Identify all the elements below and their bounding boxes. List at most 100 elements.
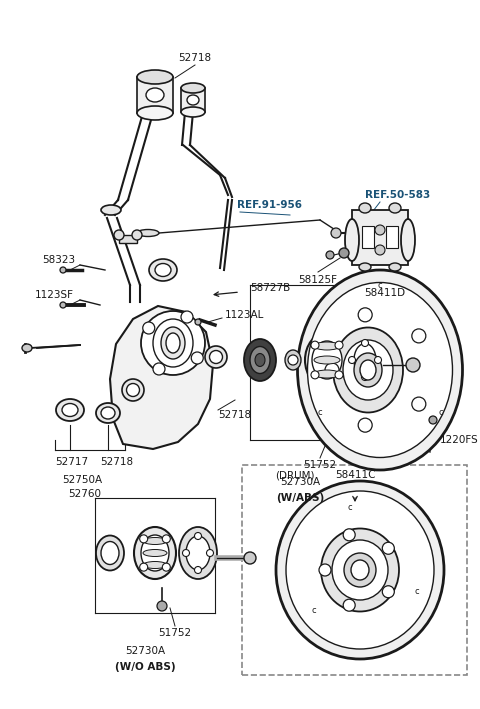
Ellipse shape bbox=[308, 282, 453, 457]
Ellipse shape bbox=[62, 403, 78, 416]
Circle shape bbox=[141, 311, 205, 375]
Ellipse shape bbox=[179, 527, 217, 579]
Ellipse shape bbox=[344, 553, 376, 587]
Circle shape bbox=[375, 245, 385, 255]
Text: 52760: 52760 bbox=[68, 489, 101, 499]
Text: REF.50-583: REF.50-583 bbox=[365, 190, 431, 200]
Circle shape bbox=[143, 322, 155, 334]
Ellipse shape bbox=[96, 535, 124, 571]
Bar bbox=[181, 88, 205, 112]
Ellipse shape bbox=[347, 335, 383, 385]
Circle shape bbox=[244, 552, 256, 564]
Ellipse shape bbox=[146, 88, 164, 102]
Text: (DRUM): (DRUM) bbox=[275, 470, 314, 480]
Text: c: c bbox=[347, 503, 352, 513]
Circle shape bbox=[429, 416, 437, 424]
Text: (W/O ABS): (W/O ABS) bbox=[115, 662, 175, 672]
Text: 58727B: 58727B bbox=[250, 283, 290, 293]
Circle shape bbox=[206, 549, 214, 557]
Ellipse shape bbox=[354, 353, 382, 387]
Text: c: c bbox=[163, 559, 168, 567]
Ellipse shape bbox=[181, 107, 205, 117]
Ellipse shape bbox=[359, 263, 371, 271]
Ellipse shape bbox=[134, 527, 176, 579]
Ellipse shape bbox=[244, 339, 276, 381]
Ellipse shape bbox=[333, 328, 403, 413]
Circle shape bbox=[319, 564, 331, 576]
Text: 58411C: 58411C bbox=[335, 470, 375, 480]
Text: REF.91-956: REF.91-956 bbox=[238, 200, 302, 210]
Circle shape bbox=[194, 532, 202, 540]
Text: c: c bbox=[312, 606, 316, 615]
Polygon shape bbox=[110, 306, 213, 449]
Circle shape bbox=[153, 363, 165, 375]
Text: 52717: 52717 bbox=[55, 457, 88, 467]
Ellipse shape bbox=[351, 560, 369, 580]
Ellipse shape bbox=[96, 403, 120, 423]
Ellipse shape bbox=[114, 230, 124, 240]
Circle shape bbox=[182, 549, 190, 557]
Ellipse shape bbox=[354, 343, 376, 376]
Circle shape bbox=[326, 251, 334, 259]
Ellipse shape bbox=[101, 205, 121, 215]
Text: 1220FS: 1220FS bbox=[440, 435, 479, 445]
Ellipse shape bbox=[343, 340, 393, 400]
Circle shape bbox=[288, 355, 298, 365]
Circle shape bbox=[361, 340, 369, 347]
Ellipse shape bbox=[127, 384, 140, 396]
Ellipse shape bbox=[143, 549, 167, 557]
Text: 58125F: 58125F bbox=[299, 275, 337, 285]
Circle shape bbox=[311, 341, 319, 349]
Ellipse shape bbox=[143, 562, 167, 569]
Ellipse shape bbox=[314, 356, 340, 364]
Ellipse shape bbox=[389, 263, 401, 271]
Ellipse shape bbox=[359, 203, 371, 213]
Circle shape bbox=[311, 371, 319, 379]
Circle shape bbox=[181, 311, 193, 323]
Ellipse shape bbox=[187, 95, 199, 105]
Ellipse shape bbox=[161, 327, 185, 359]
Circle shape bbox=[140, 535, 148, 543]
Ellipse shape bbox=[137, 230, 159, 237]
Ellipse shape bbox=[149, 259, 177, 281]
Text: c: c bbox=[378, 281, 382, 289]
Circle shape bbox=[140, 563, 148, 571]
Circle shape bbox=[348, 357, 356, 364]
Text: 51752: 51752 bbox=[158, 628, 192, 638]
Ellipse shape bbox=[137, 70, 173, 84]
Ellipse shape bbox=[181, 83, 205, 93]
Ellipse shape bbox=[250, 347, 270, 374]
Ellipse shape bbox=[205, 346, 227, 368]
Bar bbox=[137, 77, 173, 113]
Text: 58411D: 58411D bbox=[364, 288, 406, 298]
Circle shape bbox=[157, 601, 167, 611]
Ellipse shape bbox=[298, 270, 463, 470]
Ellipse shape bbox=[56, 399, 84, 421]
Circle shape bbox=[382, 542, 394, 554]
Bar bbox=[242, 465, 467, 675]
Text: 52718: 52718 bbox=[100, 457, 133, 467]
Ellipse shape bbox=[345, 219, 359, 261]
Text: 58323: 58323 bbox=[42, 255, 75, 265]
Text: 1123SF: 1123SF bbox=[35, 290, 74, 300]
Ellipse shape bbox=[389, 203, 401, 213]
Ellipse shape bbox=[321, 528, 399, 611]
Circle shape bbox=[358, 418, 372, 432]
Text: c: c bbox=[291, 355, 295, 364]
Ellipse shape bbox=[101, 407, 115, 419]
Ellipse shape bbox=[186, 536, 210, 570]
Text: c: c bbox=[335, 366, 339, 374]
Circle shape bbox=[374, 357, 382, 364]
Circle shape bbox=[358, 308, 372, 322]
Bar bbox=[386, 226, 398, 248]
Ellipse shape bbox=[122, 379, 144, 401]
Circle shape bbox=[191, 352, 203, 364]
Ellipse shape bbox=[255, 354, 265, 367]
Circle shape bbox=[412, 397, 426, 411]
Circle shape bbox=[325, 363, 339, 377]
Circle shape bbox=[162, 563, 170, 571]
Ellipse shape bbox=[132, 230, 142, 240]
Circle shape bbox=[361, 374, 369, 381]
Text: 51752: 51752 bbox=[303, 460, 336, 470]
Text: c: c bbox=[315, 345, 319, 354]
